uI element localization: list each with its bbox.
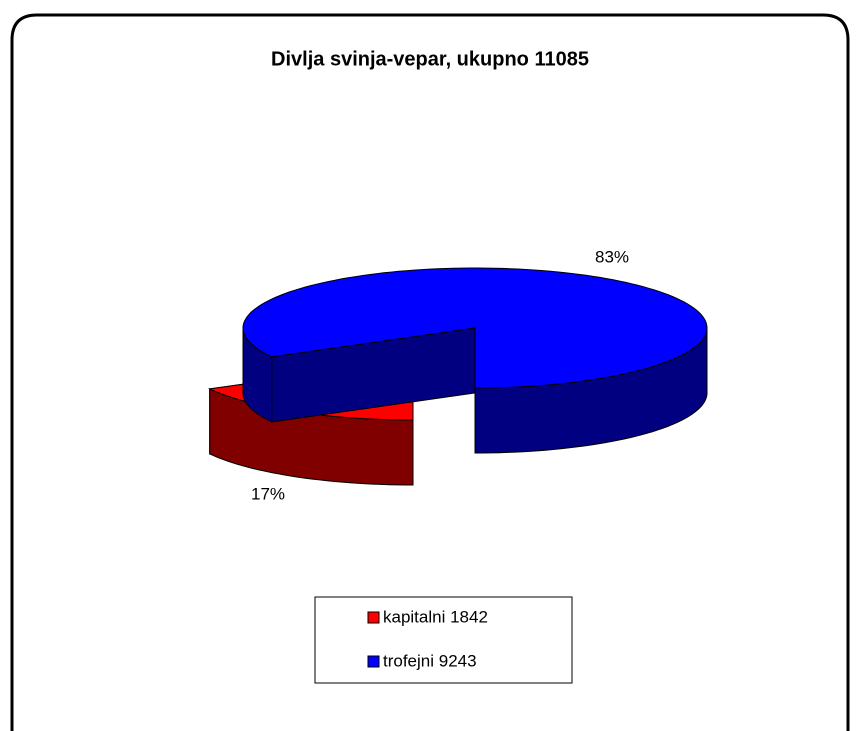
legend-box xyxy=(314,596,573,684)
legend-swatch xyxy=(367,655,380,668)
legend-label: trofejni 9243 xyxy=(383,651,477,670)
data-label: 83% xyxy=(595,247,629,266)
chart-title: Divlja svinja-vepar, ukupno 11085 xyxy=(271,48,589,70)
data-label: 17% xyxy=(251,484,285,503)
legend-label: kapitalni 1842 xyxy=(383,607,488,626)
slice-top xyxy=(242,267,708,389)
legend-swatch xyxy=(367,611,380,624)
